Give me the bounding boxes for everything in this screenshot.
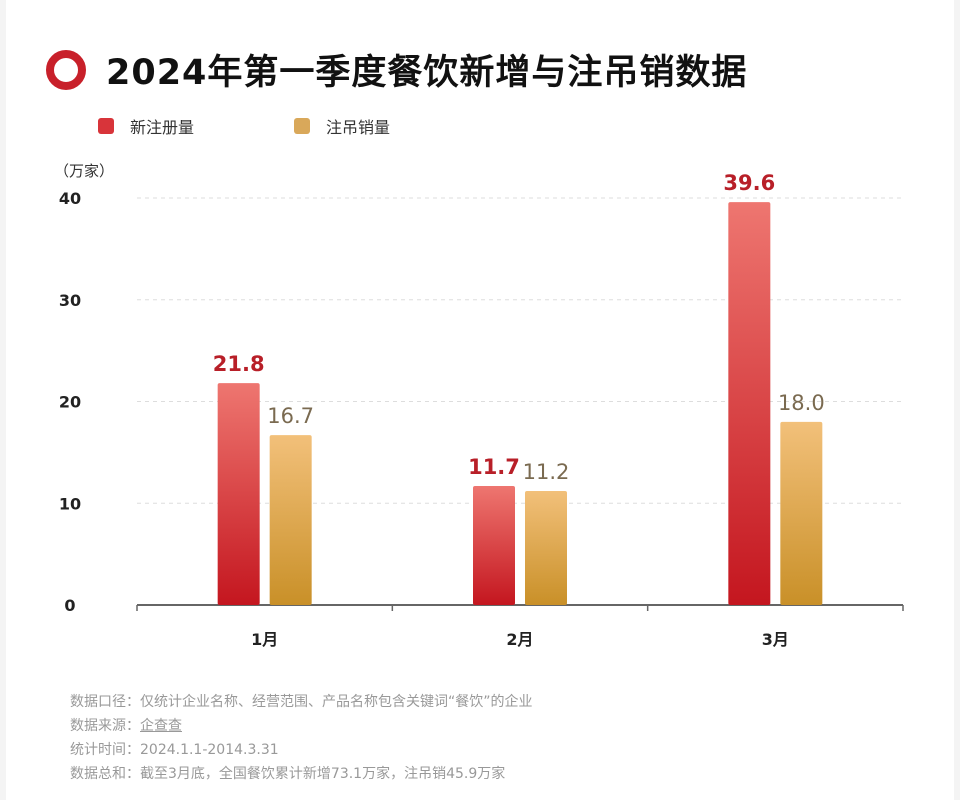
note-scope: 数据口径：仅统计企业名称、经营范围、产品名称包含关键词“餐饮”的企业 bbox=[70, 694, 533, 710]
legend-label-cancel: 注吊销量 bbox=[326, 118, 391, 137]
source-link[interactable]: 企查查 bbox=[140, 718, 182, 734]
x-tick-label: 3月 bbox=[762, 630, 789, 649]
legend-item-new: 新注册量 bbox=[98, 114, 194, 138]
y-tick-label: 20 bbox=[59, 393, 81, 412]
chart-card: 2024年第一季度餐饮新增与注吊销数据 新注册量 注吊销量 （万家） bbox=[6, 0, 954, 800]
data-label: 18.0 bbox=[778, 391, 825, 415]
chart-title: 2024年第一季度餐饮新增与注吊销数据 bbox=[106, 53, 748, 93]
bar-cancel bbox=[269, 435, 312, 605]
data-label: 39.6 bbox=[723, 171, 775, 195]
y-tick-label: 30 bbox=[59, 291, 81, 310]
y-axis-unit: （万家） bbox=[54, 162, 115, 180]
title-row: 2024年第一季度餐饮新增与注吊销数据 bbox=[46, 44, 747, 95]
data-label: 11.2 bbox=[523, 460, 570, 484]
ring-icon bbox=[46, 49, 86, 90]
legend-item-cancel: 注吊销量 bbox=[294, 114, 390, 138]
note-period: 统计时间：2024.1.1-2014.3.31 bbox=[70, 742, 279, 758]
y-tick-label: 40 bbox=[59, 189, 81, 208]
legend-swatch-cancel bbox=[294, 118, 310, 134]
legend-label-new: 新注册量 bbox=[130, 118, 195, 137]
legend-swatch-new bbox=[98, 118, 114, 134]
x-tick-label: 2月 bbox=[506, 630, 533, 649]
bar-cancel bbox=[525, 491, 567, 605]
note-summary: 数据总和：截至3月底，全国餐饮累计新增73.1万家，注吊销45.9万家 bbox=[70, 766, 506, 782]
notes: 数据口径：仅统计企业名称、经营范围、产品名称包含关键词“餐饮”的企业 数据来源：… bbox=[70, 690, 533, 786]
y-tick-label: 10 bbox=[59, 494, 81, 513]
note-source: 数据来源：企查查 bbox=[70, 714, 533, 738]
bar-new bbox=[217, 383, 260, 605]
data-label: 11.7 bbox=[468, 455, 520, 479]
x-tick-label: 1月 bbox=[251, 630, 278, 649]
bar-new bbox=[473, 485, 515, 605]
note-source-label: 数据来源： bbox=[70, 718, 140, 734]
data-label: 16.7 bbox=[267, 404, 314, 428]
data-label: 21.8 bbox=[213, 352, 265, 376]
y-tick-label: 0 bbox=[64, 596, 75, 615]
bar-cancel bbox=[780, 421, 823, 605]
bar-new bbox=[728, 202, 771, 605]
